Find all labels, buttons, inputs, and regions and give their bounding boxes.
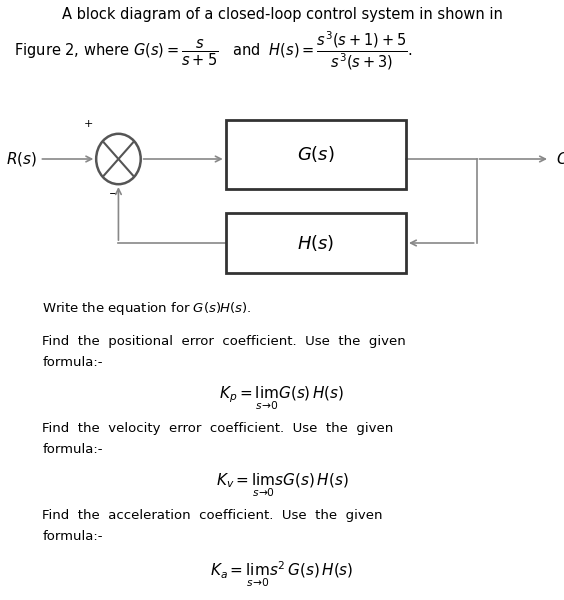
Bar — [226, 120, 406, 189]
Text: $K_a = \lim_{s\to 0} s^2 G(s)\,H(s)$: $K_a = \lim_{s\to 0} s^2 G(s)\,H(s)$ — [210, 559, 354, 589]
Text: Find  the  positional  error  coefficient.  Use  the  given: Find the positional error coefficient. U… — [42, 335, 406, 348]
Text: Find  the  acceleration  coefficient.  Use  the  given: Find the acceleration coefficient. Use t… — [42, 509, 383, 522]
Text: $R(s)$: $R(s)$ — [6, 150, 37, 168]
Text: +: + — [84, 119, 94, 129]
Text: $K_v = \lim_{s\to 0} sG(s)\,H(s)$: $K_v = \lim_{s\to 0} sG(s)\,H(s)$ — [215, 472, 349, 499]
Text: formula:-: formula:- — [42, 443, 103, 456]
Text: $K_p = \lim_{s\to 0} G(s)\,H(s)$: $K_p = \lim_{s\to 0} G(s)\,H(s)$ — [219, 385, 345, 412]
Text: Figure 2, where $G(s)=\dfrac{s}{s+5}$   and  $H(s)=\dfrac{s^{3}(s+1)+5}{s^{3}(s+: Figure 2, where $G(s)=\dfrac{s}{s+5}$ an… — [14, 29, 413, 72]
Bar — [226, 213, 406, 273]
Text: $H(s)$: $H(s)$ — [297, 233, 334, 253]
Text: Find  the  velocity  error  coefficient.  Use  the  given: Find the velocity error coefficient. Use… — [42, 422, 394, 435]
Text: Write the equation for $G(s)H(s)$.: Write the equation for $G(s)H(s)$. — [42, 300, 252, 317]
Text: formula:-: formula:- — [42, 530, 103, 543]
Text: $-$: $-$ — [108, 187, 118, 197]
Text: $C(s)$: $C(s)$ — [556, 150, 564, 168]
Text: formula:-: formula:- — [42, 356, 103, 369]
Text: A block diagram of a closed-loop control system in shown in: A block diagram of a closed-loop control… — [61, 7, 503, 22]
Text: $G(s)$: $G(s)$ — [297, 145, 335, 164]
